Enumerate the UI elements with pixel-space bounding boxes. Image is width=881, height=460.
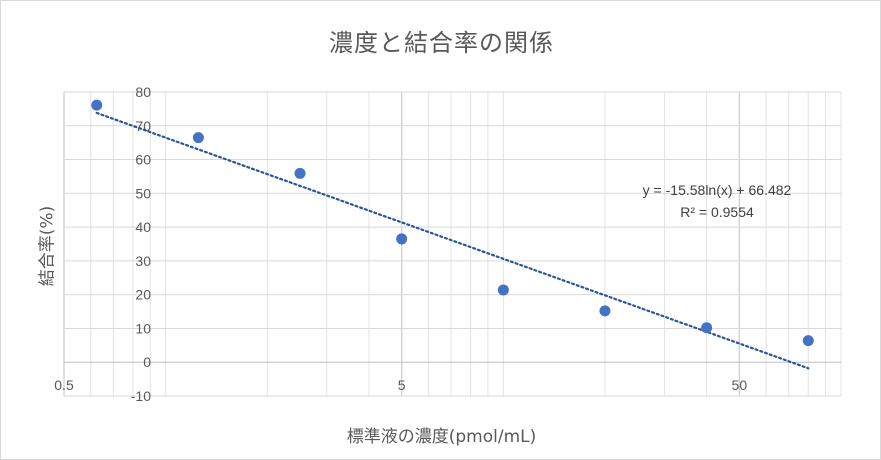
y-tick-label: 60 xyxy=(135,152,151,168)
data-point xyxy=(701,322,713,334)
data-point xyxy=(497,284,509,296)
data-point xyxy=(802,335,814,347)
data-point xyxy=(91,99,103,111)
y-tick-label: 50 xyxy=(135,185,151,201)
trendline-r-squared: R² = 0.9554 xyxy=(680,204,754,220)
y-tick-label: 20 xyxy=(135,287,151,303)
data-point xyxy=(192,132,204,144)
x-tick-label: 5 xyxy=(398,377,406,393)
x-axis-title: 標準液の濃度(pmol/mL) xyxy=(346,427,537,447)
y-tick-label: 10 xyxy=(135,320,151,336)
y-tick-label: -10 xyxy=(131,388,151,404)
data-point xyxy=(599,305,611,317)
x-tick-label: 50 xyxy=(732,377,748,393)
chart-title: 濃度と結合率の関係 xyxy=(329,29,554,57)
x-tick-label: 0.5 xyxy=(54,377,74,393)
trendline-equation: y = -15.58ln(x) + 66.482 xyxy=(643,182,792,198)
y-tick-label: 40 xyxy=(135,219,151,235)
y-tick-label: 70 xyxy=(135,118,151,134)
trendline xyxy=(95,111,810,370)
y-tick-label: 80 xyxy=(135,84,151,100)
data-point xyxy=(396,233,408,245)
y-tick-label: 0 xyxy=(143,354,151,370)
y-tick-label: 30 xyxy=(135,253,151,269)
data-point xyxy=(294,167,306,179)
